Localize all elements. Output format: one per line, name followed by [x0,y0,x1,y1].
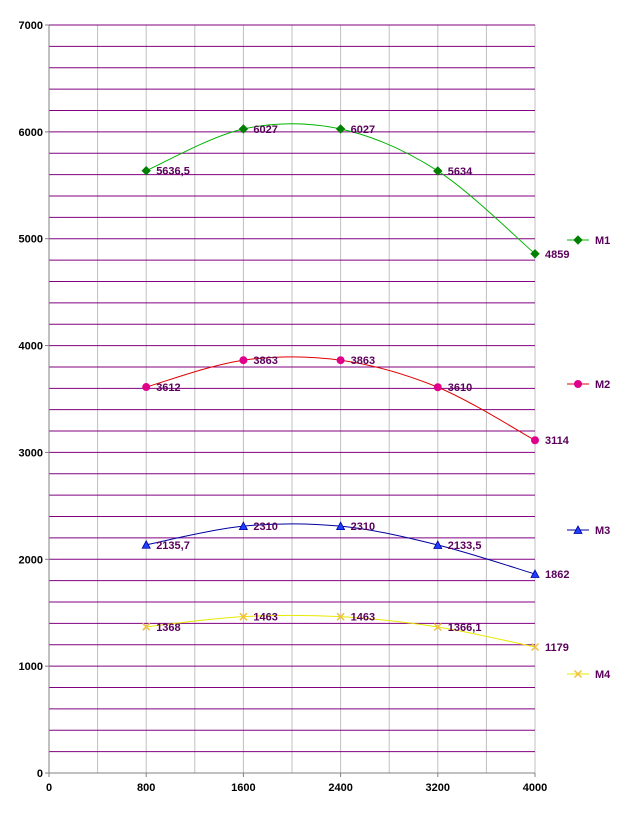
legend-item-m4: M4 [567,669,611,681]
x-tick-label: 3200 [426,782,450,794]
data-point [336,356,345,365]
legend-marker [573,235,583,245]
data-point [335,124,346,134]
series-m3: 2135,7 2310 2310 2133,5 1862 [141,521,569,581]
data-label: 1368 [156,622,180,634]
data-point [433,166,443,176]
legend-item-m1: M1 [567,235,610,247]
legend-marker [574,380,582,388]
data-label: 1366,1 [448,622,482,634]
data-point [239,612,248,621]
legend-item-m2: M2 [567,379,610,391]
data-label: 3612 [156,382,180,394]
data-point [433,622,442,632]
data-label: 4859 [545,249,569,261]
y-tick-label: 2000 [19,554,43,566]
data-point [530,642,540,652]
y-tick-label: 0 [37,768,43,780]
legend-label: M2 [595,379,610,391]
series-m1: 5636,5 6027 6027 5634 4859 [141,123,569,261]
x-tick-label: 800 [137,782,155,794]
data-point [142,622,151,631]
data-point [530,249,540,259]
legend-label: M4 [595,669,611,681]
y-tick-label: 5000 [19,234,43,246]
data-label: 6027 [351,124,375,136]
legend-label: M1 [595,235,610,247]
legend-marker [573,669,583,679]
data-point [433,383,442,392]
y-tick-label: 4000 [19,341,43,353]
data-point [530,569,540,578]
series-m2: 3612 3863 3863 3610 3114 [142,355,570,447]
data-label: 3863 [253,355,277,367]
y-tick-label: 3000 [19,447,43,459]
data-point [336,612,345,621]
data-label: 6027 [253,124,277,136]
data-label: 2310 [253,521,277,533]
legend-marker [573,525,583,534]
data-label: 3610 [448,382,472,394]
x-tick-label: 0 [46,782,52,794]
data-point [433,540,443,549]
series-m4: 1368 1463 1463 1366,1 1179 [142,612,569,654]
data-label: 5636,5 [156,166,190,178]
data-label: 2310 [351,521,375,533]
data-point [141,539,151,549]
data-label: 3114 [545,435,570,447]
y-tick-label: 6000 [19,127,43,139]
data-label: 1862 [545,569,569,581]
y-tick-label: 7000 [19,20,43,32]
data-point [531,436,539,445]
legend: M1 M2 M3 M4 [567,235,611,681]
data-label: 1463 [351,612,375,624]
axes: 0 1000 2000 3000 4000 5000 6000 7000 0 800 1600 240… [19,20,548,794]
data-point [238,521,249,531]
data-point [335,521,346,531]
data-point [239,356,248,365]
legend-item-m3: M3 [567,525,610,537]
series-group: 5636,5 6027 6027 5634 4859 3612 3863 3863 3610 31… [141,123,570,654]
data-point [142,383,151,392]
grid [49,24,536,773]
data-label: 1179 [545,642,569,654]
data-label: 3863 [351,355,375,367]
data-label: 1463 [253,612,277,624]
x-tick-label: 1600 [231,782,255,794]
data-label: 2135,7 [156,540,190,552]
data-label: 2133,5 [448,540,482,552]
data-label: 5634 [448,166,473,178]
y-tick-label: 1000 [19,661,43,673]
data-point [238,124,249,134]
legend-label: M3 [595,525,610,537]
data-point [141,165,151,176]
x-tick-label: 4000 [523,782,547,794]
x-tick-label: 2400 [328,782,352,794]
